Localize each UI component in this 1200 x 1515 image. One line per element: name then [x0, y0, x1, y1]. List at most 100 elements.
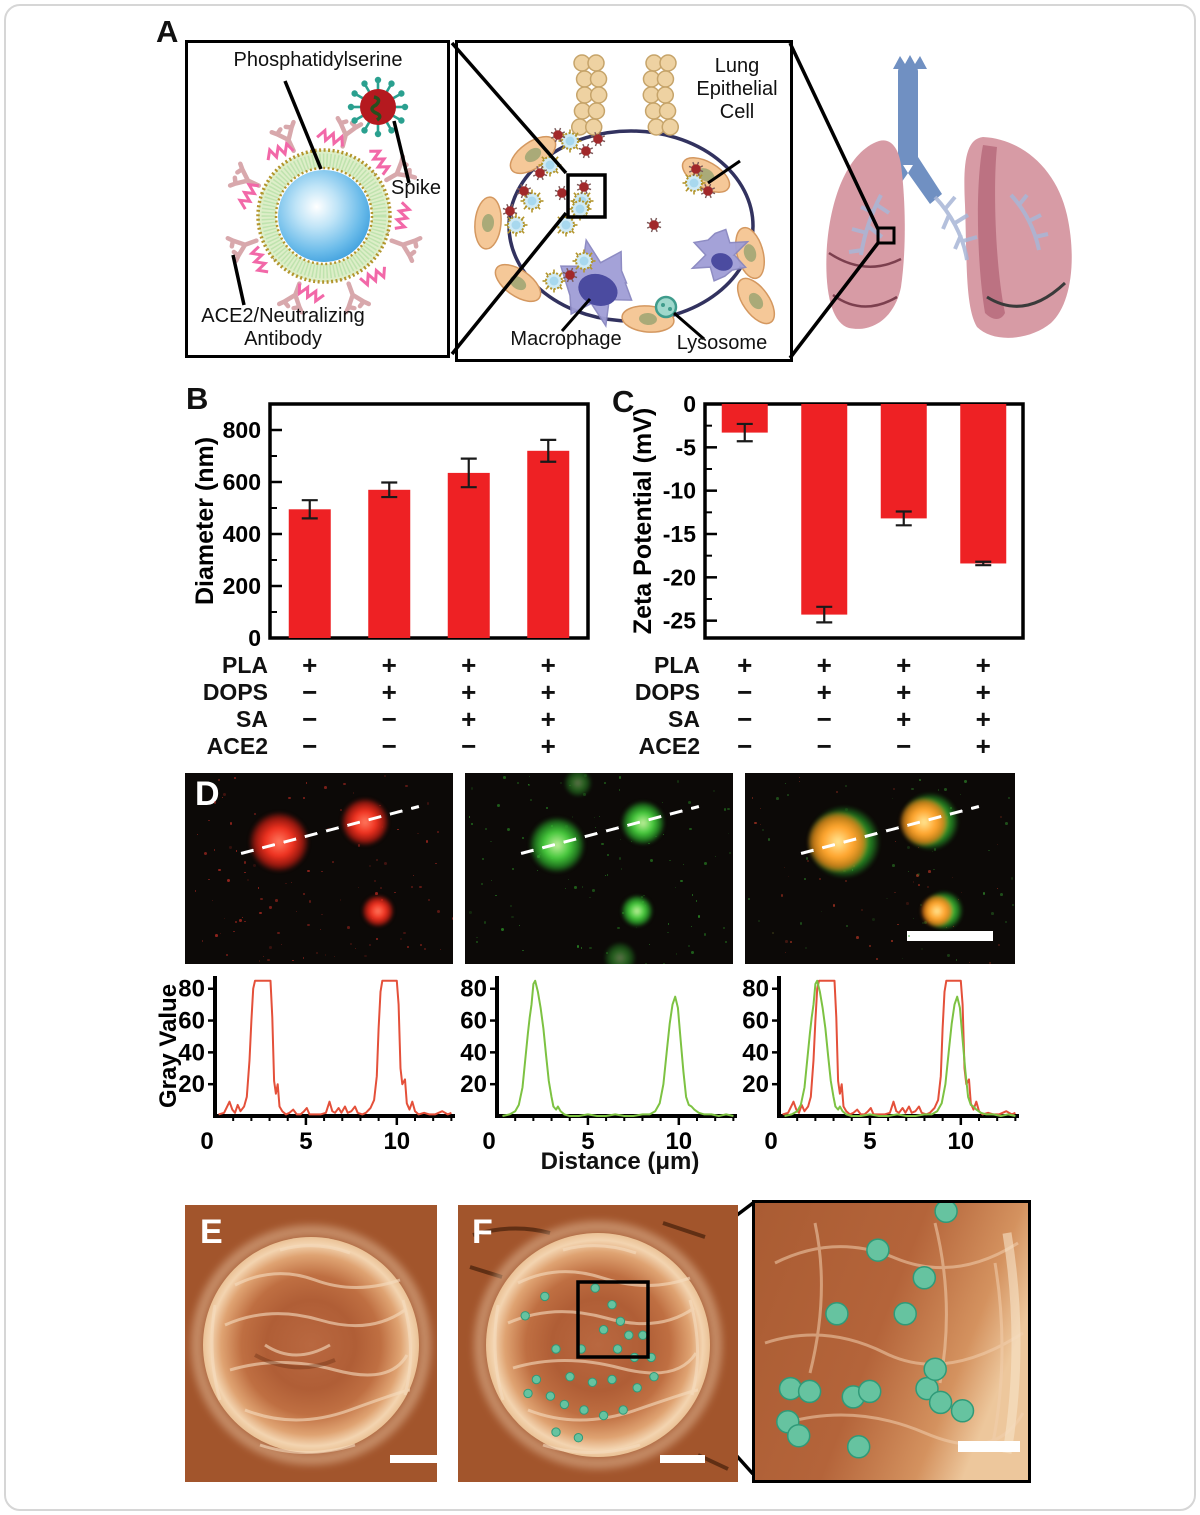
virus-dot [598, 1410, 609, 1421]
noise-dot [894, 891, 896, 894]
noise-dot [380, 887, 382, 889]
noise-dot [482, 857, 485, 860]
fluorescence-image-green [465, 773, 733, 964]
noise-dot [688, 801, 692, 805]
condition-row-label: PLA [654, 652, 700, 678]
noise-dot [906, 902, 909, 905]
noise-dot [806, 859, 809, 863]
noise-dot [667, 932, 669, 934]
noise-dot [490, 840, 492, 843]
noise-dot [288, 796, 291, 799]
noise-dot [891, 797, 894, 800]
virus-dot [923, 1357, 947, 1381]
scale-bar [390, 1455, 442, 1463]
noise-dot [340, 809, 342, 811]
noise-dot [667, 922, 670, 925]
lung-epithelial-cell-label: Lung Epithelial Cell [696, 55, 778, 123]
noise-dot [845, 924, 848, 927]
noise-dot [760, 823, 762, 825]
condition-row-label: SA [236, 706, 268, 732]
noise-dot [343, 783, 346, 786]
noise-dot [845, 879, 848, 882]
y-tick-label: 20 [178, 1071, 205, 1098]
noise-dot [201, 940, 204, 942]
noise-dot [897, 923, 899, 926]
noise-dot [918, 778, 922, 782]
noise-dot [674, 887, 676, 889]
condition-sign: − [302, 731, 318, 761]
x-tick-label: 5 [581, 1128, 594, 1155]
noise-dot [784, 952, 787, 954]
noise-dot [364, 954, 367, 958]
panel-c-label: C [612, 384, 635, 419]
noise-dot [580, 947, 583, 950]
noise-dot [333, 955, 336, 957]
noise-dot [321, 913, 324, 916]
noise-dot [927, 885, 930, 889]
noise-dot [761, 829, 764, 832]
virus-dot [638, 1330, 648, 1340]
noise-dot [919, 904, 922, 906]
noise-dot [758, 920, 761, 923]
virus-dot [545, 1391, 556, 1401]
noise-dot [989, 962, 992, 964]
virus-icon [576, 179, 592, 195]
noise-dot [215, 934, 218, 938]
nanoparticle-icon [568, 197, 592, 221]
noise-dot [754, 821, 757, 825]
condition-sign: + [302, 650, 318, 680]
virus-dot [857, 1379, 882, 1404]
noise-dot [836, 790, 839, 793]
noise-dot [619, 838, 621, 841]
condition-sign: + [381, 677, 397, 707]
noise-dot [1004, 920, 1008, 924]
virus-dot [520, 1311, 530, 1321]
y-tick-label: 40 [742, 1039, 769, 1066]
fluorescent-spot [563, 773, 592, 797]
condition-row-label: DOPS [634, 679, 700, 705]
noise-dot [968, 962, 971, 964]
virus-dot [615, 1316, 626, 1327]
noise-dot [212, 899, 214, 901]
noise-dot [349, 942, 353, 946]
noise-dot [259, 911, 262, 914]
pointer-line [673, 311, 705, 341]
virus-icon [646, 217, 662, 233]
condition-row-label: SA [668, 706, 700, 732]
noise-dot [697, 915, 701, 918]
panel-d-label: D [195, 775, 220, 813]
noise-dot [1008, 797, 1011, 799]
macrophage-label: Macrophage [510, 328, 622, 350]
noise-dot [234, 921, 237, 924]
condition-matrix-c: PLA + + + + DOPS − + + + SA − − + + ACE2− − − + [625, 652, 1040, 762]
noise-dot [645, 962, 648, 964]
noise-dot [759, 808, 761, 810]
y-tick-label: 60 [460, 1008, 487, 1035]
noise-dot [997, 888, 999, 890]
noise-dot [907, 934, 910, 937]
noise-dot [268, 945, 272, 949]
noise-dot [222, 797, 224, 799]
bar [801, 404, 848, 615]
noise-dot [703, 933, 707, 936]
noise-dot [805, 947, 808, 949]
noise-dot [772, 931, 775, 934]
noise-dot [911, 788, 914, 791]
noise-dot [999, 893, 1003, 896]
sem-inset-image [752, 1200, 1031, 1483]
noise-dot [369, 944, 371, 946]
noise-dot [722, 926, 725, 929]
noise-dot [339, 899, 342, 902]
surface-wrinkles [493, 1244, 699, 1454]
x-tick-label: 10 [665, 1128, 692, 1155]
virus-particles [520, 1283, 659, 1443]
noise-dot [714, 855, 717, 858]
virus-dot [598, 1325, 609, 1335]
condition-sign: + [816, 677, 832, 707]
noise-dot [411, 885, 414, 888]
bar [288, 509, 331, 638]
noise-dot [277, 931, 280, 935]
virus-dot [866, 1238, 890, 1262]
noise-dot [751, 797, 754, 799]
